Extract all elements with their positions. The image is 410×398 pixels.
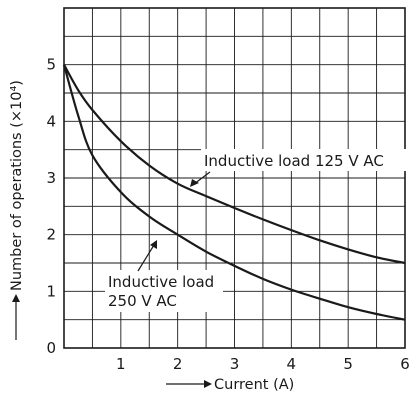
x-tick-label: 6 bbox=[400, 355, 410, 373]
series-line-250v bbox=[62, 64, 406, 321]
y-tick-label: 4 bbox=[46, 112, 56, 130]
y-tick-label: 0 bbox=[46, 339, 56, 357]
annotation-250v-arrowhead bbox=[150, 240, 157, 249]
y-tick-label: 5 bbox=[46, 56, 56, 74]
plot-frame bbox=[63, 7, 406, 349]
y-tick-labels: 0 1 2 3 4 5 bbox=[46, 56, 56, 357]
annotation-250v-line2: 250 V AC bbox=[108, 292, 177, 310]
x-axis-label: Current (A) bbox=[166, 377, 294, 393]
annotation-250v: Inductive load 250 V AC bbox=[105, 240, 223, 312]
x-tick-label: 1 bbox=[116, 355, 126, 373]
y-tick-label: 1 bbox=[46, 282, 56, 300]
y-axis-label: Number of operations (×10⁴) bbox=[9, 80, 25, 340]
annotation-250v-bg bbox=[105, 270, 223, 312]
x-tick-label: 5 bbox=[343, 355, 353, 373]
annotation-125v-text: Inductive load 125 V AC bbox=[204, 152, 384, 170]
x-tick-labels: 1 2 3 4 5 6 bbox=[116, 355, 410, 373]
annotation-125v: Inductive load 125 V AC bbox=[190, 149, 407, 187]
x-axis-title: Current (A) bbox=[214, 377, 294, 393]
x-tick-label: 4 bbox=[287, 355, 297, 373]
curves bbox=[62, 64, 406, 321]
y-axis-arrowhead bbox=[12, 294, 20, 302]
y-axis-title: Number of operations (×10⁴) bbox=[9, 80, 25, 291]
annotation-250v-line1: Inductive load bbox=[108, 273, 214, 291]
x-tick-label: 2 bbox=[173, 355, 183, 373]
y-tick-label: 3 bbox=[46, 169, 56, 187]
annotation-125v-arrowhead bbox=[190, 179, 199, 187]
series-line-125v bbox=[63, 64, 406, 265]
annotation-250v-pointer bbox=[137, 244, 155, 272]
y-tick-label: 2 bbox=[46, 226, 56, 244]
annotation-125v-bg bbox=[201, 149, 407, 171]
x-tick-label: 3 bbox=[230, 355, 240, 373]
x-axis-arrowhead bbox=[204, 380, 212, 388]
